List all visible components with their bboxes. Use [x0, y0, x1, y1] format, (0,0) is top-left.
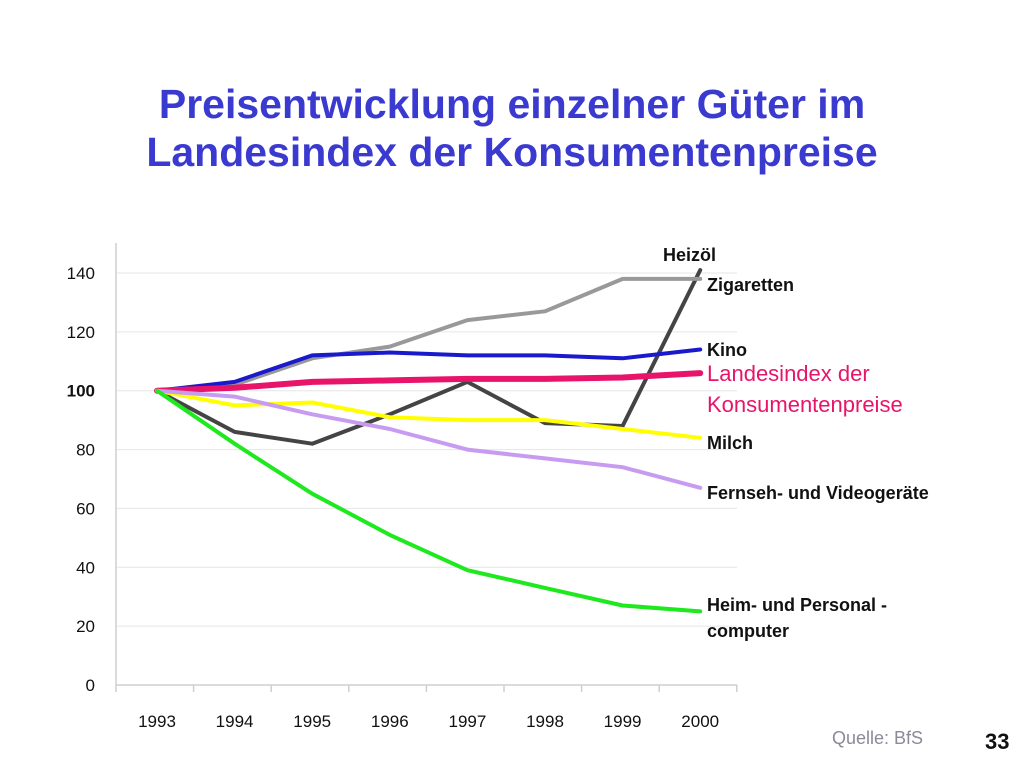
- series-label: Fernseh- und Videogeräte: [707, 483, 929, 503]
- y-tick-label: 0: [86, 676, 95, 695]
- series-label: Konsumentenpreise: [707, 392, 903, 417]
- series-label: Milch: [707, 433, 753, 453]
- series-line-4: [154, 370, 704, 394]
- series-label: Zigaretten: [707, 275, 794, 295]
- x-tick-label: 2000: [681, 712, 719, 731]
- y-tick-label: 40: [76, 558, 95, 577]
- y-tick-label: 80: [76, 441, 95, 460]
- y-tick-label: 100: [67, 382, 95, 401]
- x-tick-label: 1997: [448, 712, 486, 731]
- series-label: computer: [707, 621, 789, 641]
- series-line-2: [155, 276, 703, 393]
- series-label: Landesindex der: [707, 361, 870, 386]
- y-tick-label: 20: [76, 617, 95, 636]
- series-line-5: [155, 388, 703, 440]
- x-tick-label: 1998: [526, 712, 564, 731]
- series-line-7: [155, 388, 703, 614]
- title-line-2: Landesindex der Konsumentenpreise: [146, 129, 878, 175]
- series-line-3: [155, 347, 703, 393]
- x-tick-label: 1999: [604, 712, 642, 731]
- page-number: 33: [985, 729, 1010, 754]
- source-note: Quelle: BfS: [832, 728, 924, 748]
- x-tick-label: 1995: [293, 712, 331, 731]
- y-tick-label: 140: [67, 264, 95, 283]
- x-tick-label: 1996: [371, 712, 409, 731]
- series-line-6: [155, 388, 703, 490]
- series-label: Heim- und Personal -: [707, 595, 887, 615]
- y-tick-label: 60: [76, 499, 95, 518]
- series-label: Kino: [707, 340, 747, 360]
- x-tick-label: 1994: [216, 712, 254, 731]
- series-label: Heizöl: [663, 245, 716, 265]
- y-tick-label: 120: [67, 323, 95, 342]
- page-title: Preisentwicklung einzelner Güter im Land…: [0, 80, 1024, 176]
- title-line-1: Preisentwicklung einzelner Güter im: [158, 81, 866, 127]
- x-tick-label: 1993: [138, 712, 176, 731]
